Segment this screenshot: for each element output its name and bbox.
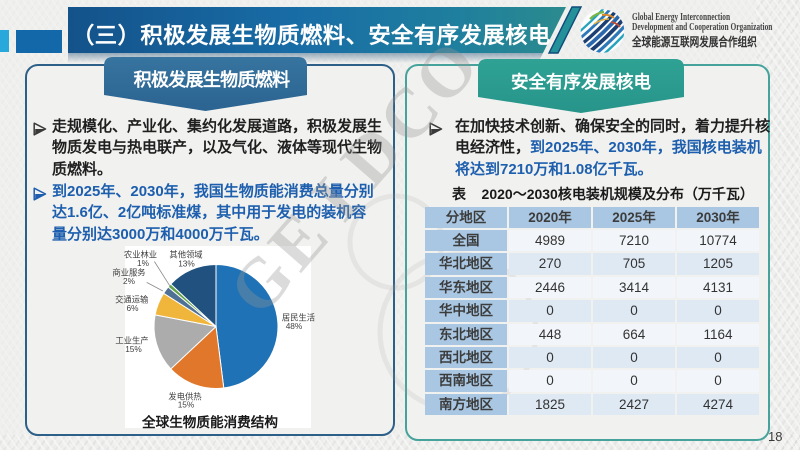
svg-text:48%: 48% [286,321,303,331]
svg-text:2%: 2% [123,276,136,286]
svg-text:居民生活: 居民生活 [282,313,315,323]
svg-text:其他领域: 其他领域 [169,250,202,260]
svg-text:农业林业: 农业林业 [124,250,157,260]
svg-text:发电供热: 发电供热 [168,392,202,402]
svg-text:工业生产: 工业生产 [115,336,148,346]
svg-text:1%: 1% [137,258,150,268]
svg-text:15%: 15% [125,344,142,354]
svg-text:商业服务: 商业服务 [112,268,145,278]
svg-text:13%: 13% [178,259,195,269]
svg-text:6%: 6% [127,303,140,313]
svg-text:交通运输: 交通运输 [115,295,149,305]
svg-text:15%: 15% [178,400,195,410]
